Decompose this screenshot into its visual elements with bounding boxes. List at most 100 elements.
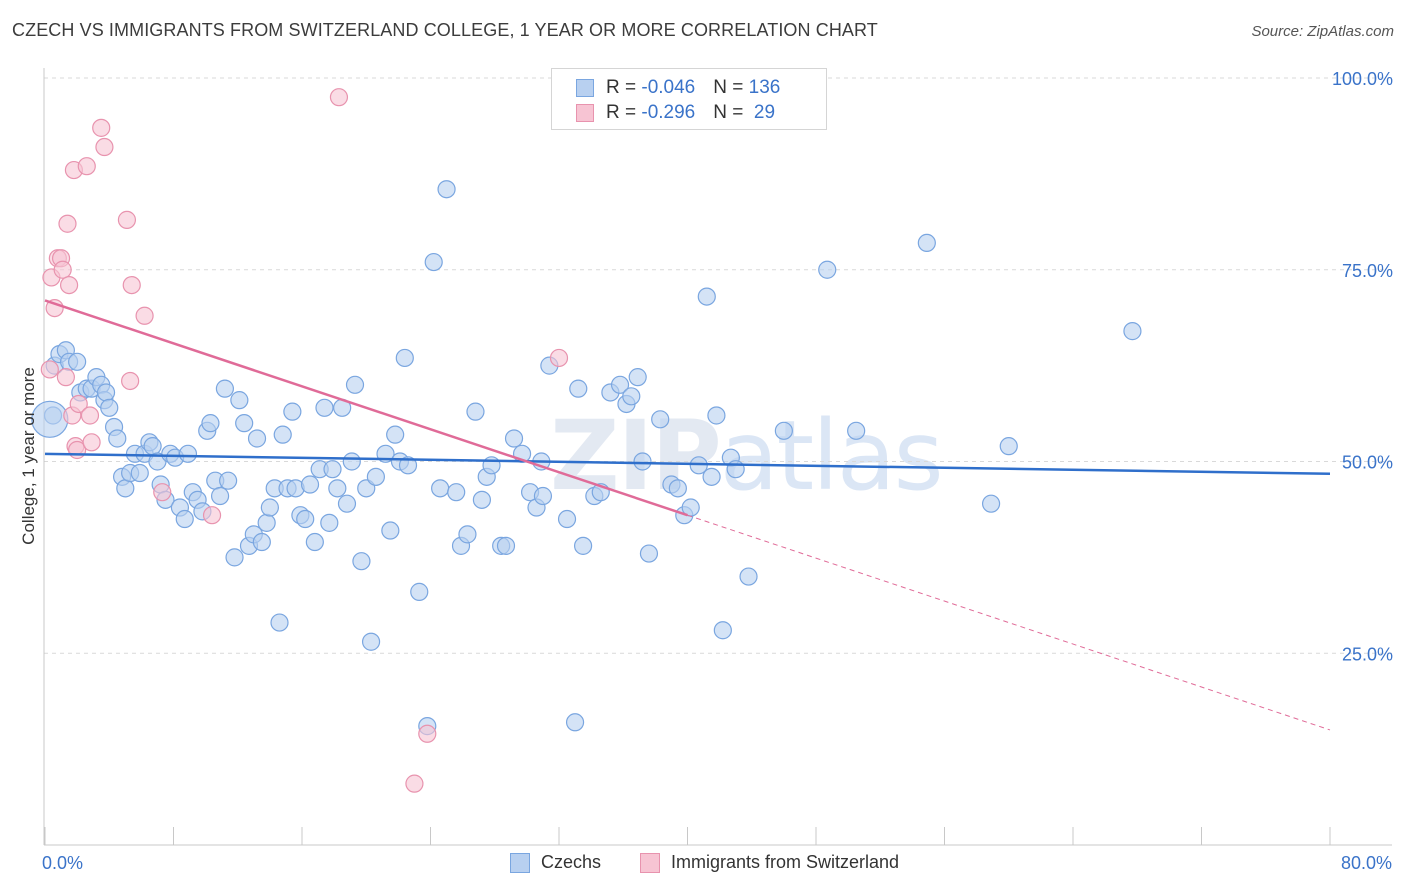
swiss-point: [92, 118, 111, 137]
swiss-point: [82, 433, 101, 452]
czech-point: [328, 479, 347, 498]
czech-point: [981, 494, 1001, 513]
legend-item-swiss[interactable]: Immigrants from Switzerland: [640, 852, 899, 873]
swiss-point: [117, 210, 137, 229]
chart-title: CZECH VS IMMIGRANTS FROM SWITZERLAND COL…: [12, 20, 878, 40]
swiss-point: [53, 260, 72, 279]
czech-point: [424, 252, 443, 272]
swiss-point: [135, 306, 154, 325]
czech-point: [247, 429, 267, 448]
swiss-point: [121, 371, 140, 391]
czechs-legend-label: Czechs: [541, 852, 602, 872]
y-tick-label: 75.0%: [1342, 261, 1393, 281]
czech-point: [386, 425, 405, 444]
swiss-point: [122, 275, 141, 295]
czech-point: [215, 379, 234, 398]
czech-point: [410, 582, 429, 601]
swiss-point: [58, 214, 77, 233]
czech-point: [633, 452, 652, 471]
swiss-legend-label: Immigrants from Switzerland: [671, 852, 900, 872]
swiss-point: [549, 348, 569, 368]
n-value: 136: [748, 77, 781, 98]
r-label: R =: [606, 77, 642, 98]
czech-point: [774, 421, 793, 440]
czech-point: [395, 348, 414, 368]
czech-point: [260, 498, 279, 517]
czech-point: [482, 456, 501, 475]
swiss-point: [153, 483, 172, 502]
czech-point: [108, 429, 127, 448]
swiss-point: [418, 724, 437, 743]
czech-point: [697, 287, 716, 306]
czech-point: [565, 713, 585, 732]
czech-point: [557, 509, 577, 529]
czech-point: [999, 437, 1018, 456]
swiss-point: [40, 360, 59, 379]
czechs-legend-swatch: [510, 852, 530, 873]
czech-point: [431, 479, 450, 498]
swiss-point: [80, 406, 100, 425]
stats-legend: R = -0.046 N = 136 R = -0.296 N = 29: [551, 68, 827, 130]
czech-point: [504, 429, 524, 448]
swiss-point: [202, 506, 222, 525]
swiss-point: [69, 394, 88, 414]
czech-point: [361, 632, 381, 651]
swiss-trendline: [44, 299, 688, 517]
czech-point: [917, 233, 936, 253]
czech-point: [628, 368, 647, 387]
czech-point: [345, 375, 365, 394]
czech-point: [235, 414, 254, 433]
czech-point: [296, 509, 315, 529]
x-tick-label: 80.0%: [1341, 853, 1392, 873]
czech-point: [702, 467, 721, 486]
swiss-point: [405, 774, 424, 793]
czech-point: [225, 548, 244, 567]
swiss-point: [56, 368, 75, 387]
watermark: ZIPatlas: [550, 400, 944, 512]
czech-point: [143, 437, 162, 456]
czech-point: [1123, 322, 1142, 341]
czech-point: [175, 509, 194, 529]
y-tick-label: 50.0%: [1342, 453, 1393, 473]
source-credit: Source: ZipAtlas.com: [1251, 23, 1394, 40]
czech-point: [713, 621, 732, 640]
czech-point: [496, 536, 516, 555]
y-tick-label: 100.0%: [1332, 69, 1393, 89]
czech-point: [573, 536, 593, 555]
czechs-swatch: [576, 79, 594, 97]
czech-point: [366, 467, 385, 486]
czech-point: [201, 414, 220, 433]
czech-point: [116, 479, 135, 498]
czech-point: [381, 521, 400, 540]
czech-point: [230, 391, 249, 410]
legend-item-czechs[interactable]: Czechs: [510, 852, 601, 873]
czech-point: [447, 483, 466, 502]
czech-point: [639, 544, 659, 563]
y-tick-label: 25.0%: [1342, 644, 1393, 664]
czech-point: [458, 525, 477, 544]
czech-point: [472, 490, 491, 509]
czech-point: [533, 486, 553, 506]
r-value: -0.046: [641, 77, 696, 98]
swiss-point: [77, 157, 96, 176]
swiss-swatch: [576, 104, 594, 122]
czech-point: [569, 379, 588, 398]
czech-point: [283, 402, 302, 421]
czech-point: [437, 180, 456, 199]
n-value: 29: [748, 102, 776, 123]
czech-point: [818, 260, 837, 279]
czech-point: [707, 406, 726, 425]
czech-point: [270, 613, 289, 632]
swiss-point: [329, 88, 349, 107]
czech-point: [257, 513, 276, 532]
legend-row-czechs: R = -0.046 N = 136: [576, 76, 780, 100]
czech-point: [273, 425, 292, 444]
r-value: -0.296: [641, 102, 696, 123]
czech-point: [130, 463, 149, 483]
swiss-trendline-extension: [687, 514, 1331, 731]
czech-point: [610, 375, 630, 394]
czech-point: [739, 567, 758, 586]
czech-point: [342, 452, 361, 471]
czech-point: [300, 475, 320, 494]
